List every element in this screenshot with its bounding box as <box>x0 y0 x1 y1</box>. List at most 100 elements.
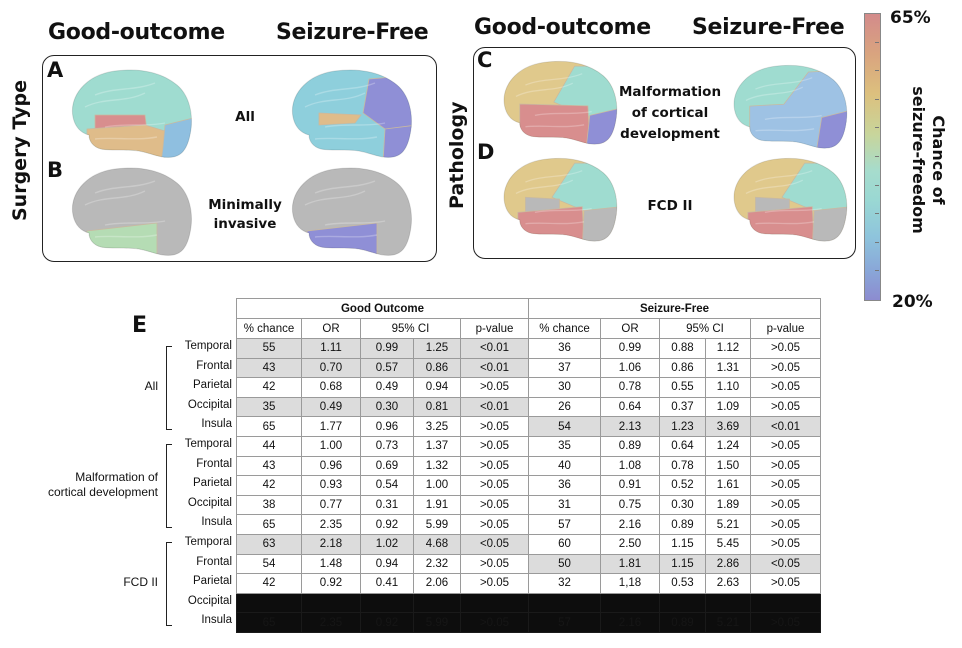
go-cell: 0.81 <box>413 396 461 418</box>
brain-gyri <box>745 170 822 225</box>
go-cell: 0.30 <box>360 396 414 418</box>
go-cell: 1.11 <box>301 338 361 359</box>
go-cell: 35 <box>236 396 302 418</box>
sf-cell: 0.75 <box>600 494 660 516</box>
sf-cell: >0.05 <box>750 435 821 457</box>
go-cell: 0.93 <box>301 475 361 496</box>
sf-cell: 5.21 <box>705 514 751 535</box>
colorbar-tick <box>875 213 879 215</box>
go-cell: 0.94 <box>413 377 461 398</box>
go-cell: >0.05 <box>460 416 529 437</box>
subheader-sf-ci: 95% CI <box>659 318 751 339</box>
go-cell: 0.73 <box>360 435 414 457</box>
sf-cell: 5.21 <box>705 612 751 633</box>
brain-b-seizure-free <box>291 167 412 256</box>
pathology-panel-box <box>473 47 856 259</box>
sf-cell: 0.89 <box>600 435 660 457</box>
table-row: 55 1.11 0.99 1.25 <0.01 36 0.99 0.88 1.12 >0.05 <box>236 338 821 359</box>
sf-cell: >0.05 <box>750 533 821 555</box>
go-cell <box>460 592 529 614</box>
sf-cell: 1.24 <box>705 435 751 457</box>
panel-a-label: All <box>235 109 255 125</box>
sf-cell: 0.86 <box>659 357 706 379</box>
subheader-go-or: OR <box>301 318 361 339</box>
go-cell: 0.70 <box>301 357 361 379</box>
sf-cell: >0.05 <box>750 357 821 379</box>
go-cell: 2.32 <box>413 553 461 575</box>
brain-c-seizure-free <box>733 64 848 149</box>
go-cell: 42 <box>236 475 302 496</box>
go-cell: 5.99 <box>413 514 461 535</box>
go-cell: 55 <box>236 338 302 359</box>
sf-cell: 0.78 <box>659 455 706 477</box>
go-cell: 0.86 <box>413 357 461 379</box>
brain-outline <box>71 69 192 158</box>
brain-c-good-outcome <box>503 60 618 145</box>
sf-cell: >0.05 <box>750 612 821 633</box>
brain-outline <box>503 60 618 145</box>
table-group-header-row: Good Outcome Seizure-Free <box>236 298 821 319</box>
go-cell: 43 <box>236 357 302 379</box>
col-title-seizure-free-right: Seizure-Free <box>692 15 845 40</box>
go-cell: >0.05 <box>460 573 529 594</box>
colorbar-tick <box>875 270 879 272</box>
go-cell: 1.37 <box>413 435 461 457</box>
sf-cell: 1.61 <box>705 475 751 496</box>
go-cell: 3.25 <box>413 416 461 437</box>
brain-outline <box>291 167 412 256</box>
sf-cell: 0.89 <box>659 514 706 535</box>
row-label-region: Occipital <box>187 496 232 509</box>
sf-cell: 0.78 <box>600 377 660 398</box>
go-cell: >0.05 <box>460 494 529 516</box>
sf-cell: >0.05 <box>750 396 821 418</box>
sf-cell: 1.15 <box>659 533 706 555</box>
region-insula <box>318 112 362 126</box>
go-cell: 4.68 <box>413 533 461 555</box>
go-cell: 43 <box>236 455 302 477</box>
sf-cell: 1.08 <box>600 455 660 477</box>
sf-cell: 0.53 <box>659 573 706 594</box>
surgery-type-panel-box <box>42 55 437 262</box>
go-cell: 42 <box>236 377 302 398</box>
go-cell: 0.99 <box>360 338 414 359</box>
brain-gyri <box>304 82 386 140</box>
row-label-region: Insula <box>201 418 232 431</box>
sf-cell: 0.88 <box>659 338 706 359</box>
sf-cell: 60 <box>528 533 601 555</box>
go-cell: 0.96 <box>360 416 414 437</box>
sf-cell: 5.45 <box>705 533 751 555</box>
sf-cell: 1.15 <box>659 553 706 575</box>
sf-cell: 35 <box>528 435 601 457</box>
brain-outline <box>291 69 412 158</box>
colorbar-tick <box>875 156 879 157</box>
table-row: 42 0.93 0.54 1.00 >0.05 36 0.91 0.52 1.61 >0.05 <box>236 475 821 496</box>
table-row: 42 0.92 0.41 2.06 >0.05 32 1,18 0.53 2.63 >0.05 <box>236 573 821 594</box>
group-label: All <box>144 379 158 394</box>
colorbar-tick <box>875 41 879 43</box>
go-cell: 2.35 <box>301 514 361 535</box>
brain-b-good-outcome <box>71 167 192 256</box>
table-row: 43 0.70 0.57 0.86 <0.01 37 1.06 0.86 1.31 >0.05 <box>236 357 821 379</box>
sf-cell: 2.13 <box>600 416 660 437</box>
row-label-region: Parietal <box>193 575 232 588</box>
panel-c-label-line: development <box>620 126 720 142</box>
brain-a-seizure-free <box>291 69 412 158</box>
row-label-region: Frontal <box>196 457 232 470</box>
table-row: 65 2.35 0.92 5.99 >0.05 57 2.16 0.89 5.21 >0.05 <box>236 514 821 535</box>
region-temporal <box>517 206 585 242</box>
col-title-seizure-free-left: Seizure-Free <box>276 20 429 45</box>
table-row: 65 2.35 0.92 5.99 >0.05 57 2.16 0.89 5.21 >0.05 <box>236 612 821 633</box>
sf-cell: 2.86 <box>705 553 751 575</box>
side-label-wrapper-pathology: Pathology <box>437 102 477 210</box>
row-label-region: Frontal <box>196 555 232 568</box>
panel-letter-a: A <box>47 58 64 82</box>
subheader-sf-chance: % chance <box>528 318 601 339</box>
sf-cell: 54 <box>528 416 601 437</box>
colorbar-tick <box>875 98 879 100</box>
go-cell: 1.32 <box>413 455 461 477</box>
sf-cell: >0.05 <box>750 494 821 516</box>
sf-cell: 0.89 <box>659 612 706 633</box>
go-cell: >0.05 <box>460 475 529 496</box>
colorbar-tick <box>875 184 879 186</box>
brain-gyri <box>515 73 592 128</box>
